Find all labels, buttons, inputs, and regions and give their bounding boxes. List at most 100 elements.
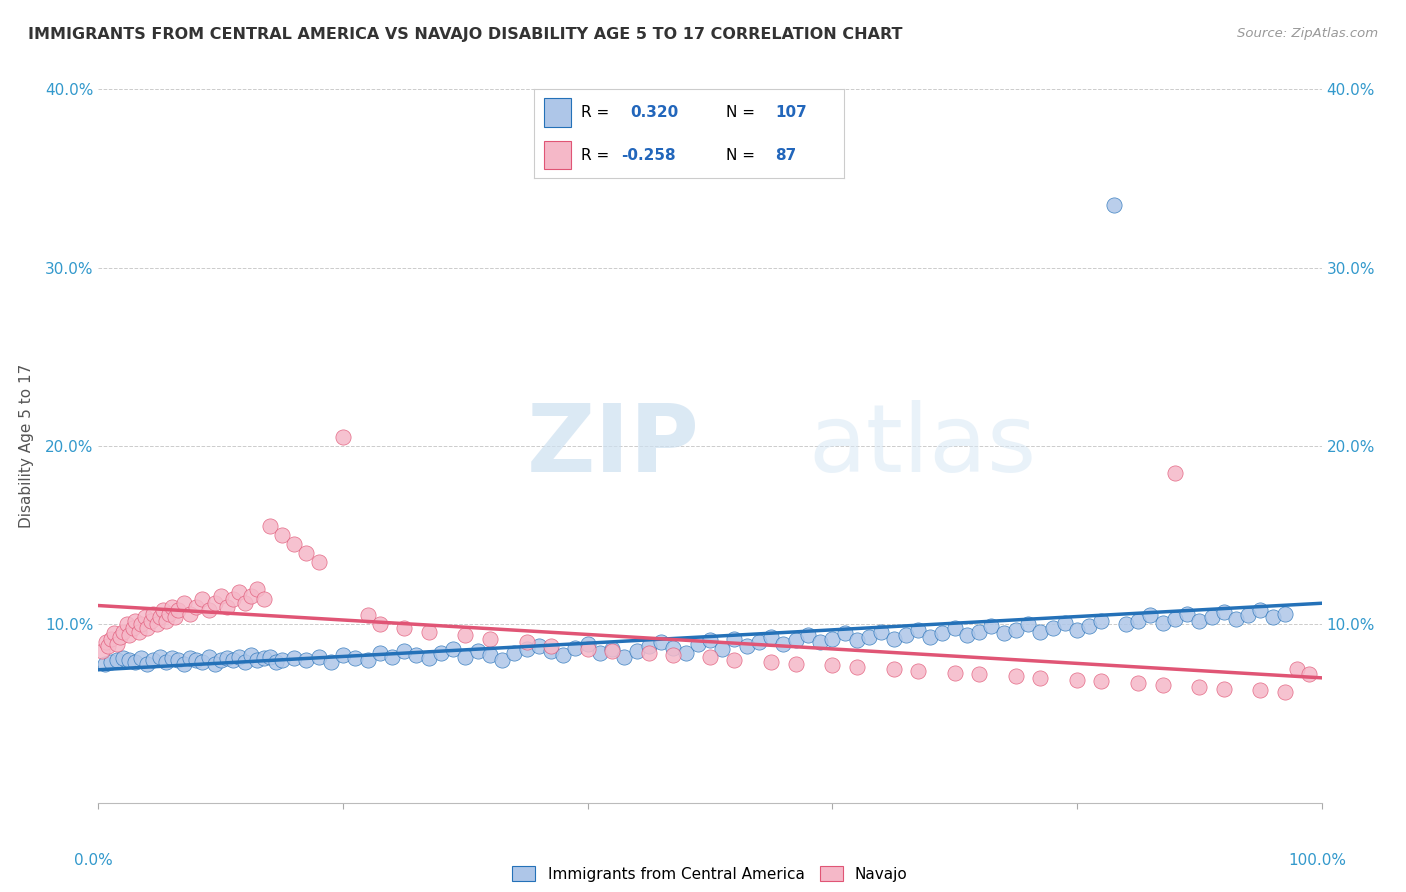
Point <box>332 430 354 444</box>
Point <box>1201 610 1223 624</box>
Text: 87: 87 <box>776 148 797 162</box>
Point <box>1029 624 1052 639</box>
Point <box>1004 623 1026 637</box>
Point <box>233 596 256 610</box>
Point <box>980 619 1002 633</box>
Point <box>1139 608 1161 623</box>
Point <box>931 626 953 640</box>
Point <box>191 655 214 669</box>
Point <box>883 662 905 676</box>
Point <box>111 651 134 665</box>
Point <box>1090 674 1112 689</box>
Point <box>179 651 201 665</box>
Text: 0.0%: 0.0% <box>75 854 112 868</box>
Point <box>907 623 929 637</box>
Point <box>134 610 156 624</box>
Point <box>240 589 263 603</box>
Point <box>128 624 150 639</box>
Point <box>478 648 501 662</box>
Point <box>1175 607 1198 621</box>
Point <box>270 528 294 542</box>
Point <box>283 537 305 551</box>
Point <box>222 653 245 667</box>
Point <box>1090 614 1112 628</box>
Point <box>418 651 440 665</box>
Point <box>761 655 783 669</box>
Point <box>711 642 734 657</box>
Point <box>870 624 893 639</box>
Y-axis label: Disability Age 5 to 17: Disability Age 5 to 17 <box>18 364 34 528</box>
Point <box>344 651 367 665</box>
Point <box>118 628 141 642</box>
Point <box>165 610 187 624</box>
Point <box>785 633 807 648</box>
Point <box>264 655 287 669</box>
Point <box>600 642 623 657</box>
Point <box>121 621 143 635</box>
Point <box>1115 617 1137 632</box>
Point <box>772 637 794 651</box>
Point <box>308 649 330 664</box>
Point <box>356 653 378 667</box>
Point <box>160 651 183 665</box>
Point <box>553 648 575 662</box>
Point <box>173 657 195 671</box>
Point <box>418 624 440 639</box>
Point <box>1053 615 1076 630</box>
Point <box>356 608 378 623</box>
Point <box>204 657 226 671</box>
Point <box>894 628 917 642</box>
Point <box>392 621 416 635</box>
Point <box>222 592 245 607</box>
Point <box>1042 621 1064 635</box>
Point <box>1250 683 1272 698</box>
Point <box>1152 678 1174 692</box>
Point <box>167 603 190 617</box>
Point <box>748 635 770 649</box>
Point <box>97 639 120 653</box>
Point <box>1152 615 1174 630</box>
Point <box>858 630 880 644</box>
Point <box>1029 671 1052 685</box>
Point <box>124 655 146 669</box>
Point <box>589 646 612 660</box>
Text: -0.258: -0.258 <box>621 148 675 162</box>
Point <box>845 660 868 674</box>
Point <box>115 617 138 632</box>
Point <box>246 653 269 667</box>
Point <box>124 614 146 628</box>
Point <box>381 649 404 664</box>
Point <box>1102 198 1125 212</box>
Point <box>110 630 132 644</box>
Point <box>662 640 685 655</box>
Point <box>920 630 942 644</box>
Point <box>1261 610 1284 624</box>
Point <box>405 648 427 662</box>
Point <box>1128 676 1150 690</box>
Point <box>209 653 232 667</box>
Point <box>1274 607 1296 621</box>
Point <box>94 635 117 649</box>
Point <box>576 637 599 651</box>
Point <box>368 617 391 632</box>
Point <box>883 632 905 646</box>
Point <box>430 646 453 660</box>
Point <box>283 651 305 665</box>
Point <box>105 653 128 667</box>
Point <box>105 637 128 651</box>
Point <box>142 653 165 667</box>
Point <box>103 626 125 640</box>
Point <box>1225 612 1247 626</box>
Text: N =: N = <box>725 105 755 120</box>
Bar <box>544 98 571 127</box>
Point <box>139 614 162 628</box>
Point <box>907 664 929 678</box>
Point <box>252 651 274 665</box>
Point <box>723 632 745 646</box>
Point <box>675 646 697 660</box>
Point <box>1250 603 1272 617</box>
Point <box>1212 605 1234 619</box>
Point <box>332 648 354 662</box>
Point <box>478 632 501 646</box>
Point <box>179 607 201 621</box>
